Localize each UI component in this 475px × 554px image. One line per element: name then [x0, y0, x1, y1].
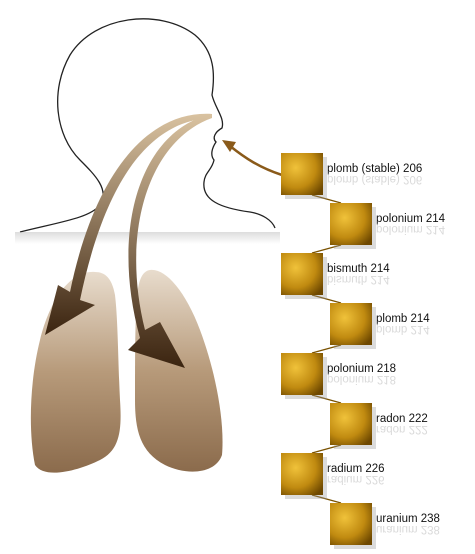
node-box — [281, 153, 323, 195]
node-label-reflection: plomb (stable) 206 — [327, 173, 422, 185]
node-label-reflection: polonium 214 — [376, 223, 446, 235]
node-label-reflection: polonium 218 — [327, 373, 396, 385]
node-label-reflection: radon 222 — [376, 423, 428, 435]
node-label-reflection: plomb 214 — [376, 323, 430, 335]
node-box — [281, 453, 323, 495]
node-label-reflection: radium 226 — [327, 473, 385, 485]
node-box — [330, 503, 372, 545]
diagram: plomb (stable) 206plomb (stable) 206polo… — [0, 0, 475, 554]
right-lung — [135, 270, 223, 472]
shoulder-shadow — [15, 232, 280, 244]
arrow-to-mouth — [230, 146, 282, 175]
node-label-reflection: bismuth 214 — [327, 273, 390, 285]
node-box — [281, 253, 323, 295]
node-box — [330, 303, 372, 345]
node-box — [330, 403, 372, 445]
node-box — [330, 203, 372, 245]
head-outline — [20, 19, 275, 232]
node-box — [281, 353, 323, 395]
node-label-reflection: uranium 238 — [376, 523, 440, 535]
